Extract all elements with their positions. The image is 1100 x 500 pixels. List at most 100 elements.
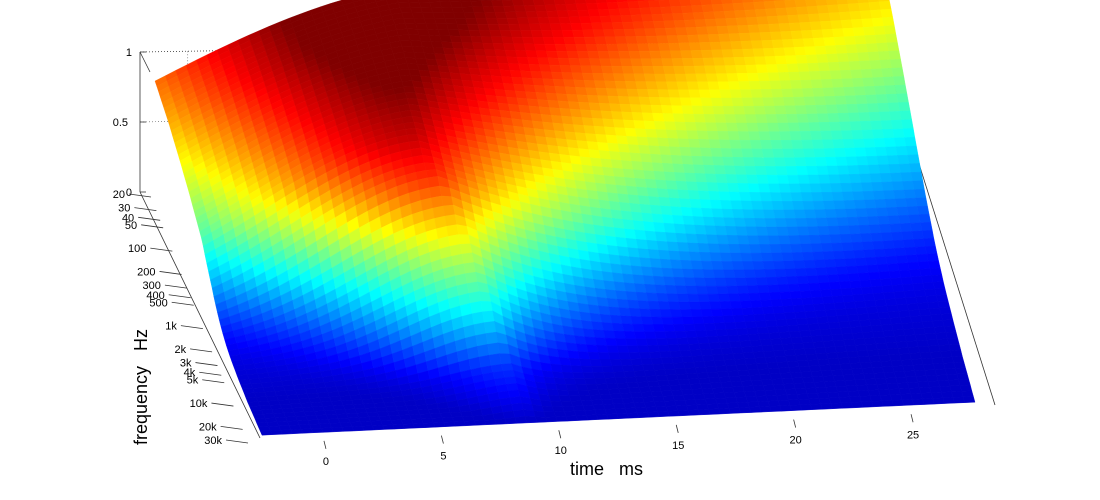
surface-patch — [636, 412, 650, 419]
surface-patch — [735, 17, 749, 26]
surface-patch — [741, 346, 754, 354]
surface-patch — [320, 401, 334, 407]
surface-patch — [740, 89, 753, 99]
surface-patch — [468, 29, 482, 37]
surface-patch — [851, 241, 864, 251]
surface-patch — [745, 277, 758, 286]
surface-patch — [869, 60, 882, 70]
surface-patch — [721, 208, 735, 219]
surface-patch — [820, 242, 834, 252]
surface-patch — [700, 49, 714, 59]
surface-patch — [866, 155, 879, 166]
y-tick-mark — [225, 439, 249, 444]
x-tick-label: 5 — [440, 451, 446, 463]
surface-patch — [650, 390, 664, 397]
surface-patch — [810, 130, 823, 141]
surface-patch — [848, 356, 861, 364]
surface-patch — [945, 331, 958, 339]
surface-patch — [718, 33, 731, 43]
surface-patch — [859, 10, 873, 20]
surface-patch — [603, 29, 616, 38]
surface-patch — [321, 427, 334, 433]
surface-patch — [892, 239, 905, 249]
surface-patch — [744, 114, 758, 124]
surface-patch — [642, 324, 655, 332]
surface-patch — [499, 353, 512, 365]
surface-patch — [689, 0, 702, 6]
surface-patch — [694, 398, 708, 405]
surface-patch — [592, 72, 605, 82]
surface-patch — [442, 47, 456, 55]
surface-patch — [895, 376, 908, 384]
x-tick-mark — [323, 440, 327, 449]
surface-patch — [847, 314, 860, 322]
surface-patch — [392, 423, 405, 430]
surface-patch — [787, 283, 801, 292]
surface-patch — [812, 87, 825, 98]
surface-patch — [475, 55, 489, 63]
surface-patch — [731, 261, 745, 270]
surface-patch — [821, 139, 835, 149]
surface-patch — [761, 148, 775, 158]
surface-patch — [865, 94, 878, 105]
surface-patch — [660, 154, 673, 164]
surface-patch — [737, 183, 750, 193]
surface-patch — [913, 327, 926, 336]
surface-patch — [727, 293, 741, 302]
surface-patch — [784, 0, 797, 9]
surface-patch — [417, 408, 431, 415]
surface-patch — [886, 42, 900, 52]
surface-patch — [763, 105, 777, 115]
surface-patch — [647, 345, 660, 353]
surface-patch — [603, 175, 617, 186]
surface-patch — [502, 369, 516, 378]
surface-patch — [864, 147, 878, 157]
surface-patch — [783, 349, 796, 357]
surface-patch — [744, 9, 757, 18]
surface-patch — [449, 1, 463, 8]
surface-patch — [926, 253, 939, 262]
surface-patch — [929, 267, 943, 276]
surface-patch — [796, 393, 810, 400]
surface-patch — [811, 139, 825, 149]
surface-patch — [819, 234, 832, 244]
surface-patch — [699, 42, 712, 51]
surface-patch — [565, 415, 579, 422]
surface-patch — [826, 165, 840, 176]
surface-patch — [536, 10, 549, 18]
surface-patch — [921, 275, 934, 284]
surface-patch — [734, 358, 747, 366]
surface-patch — [806, 5, 819, 15]
surface-patch — [857, 164, 871, 175]
surface-patch — [688, 138, 701, 149]
surface-patch — [586, 295, 599, 306]
surface-patch — [840, 130, 854, 140]
surface-patch — [924, 288, 937, 297]
surface-patch — [800, 371, 813, 378]
surface-patch — [753, 157, 766, 167]
surface-patch — [760, 299, 773, 308]
surface-patch — [676, 293, 690, 303]
surface-patch — [629, 7, 642, 16]
surface-patch — [609, 103, 622, 113]
surface-patch — [482, 6, 496, 13]
surface-patch — [679, 146, 692, 157]
surface-patch — [694, 224, 707, 235]
surface-patch — [792, 342, 805, 350]
surface-patch — [491, 0, 504, 7]
surface-patch — [613, 73, 626, 82]
surface-patch — [812, 37, 826, 47]
surface-patch — [555, 416, 568, 422]
surface-patch — [736, 122, 749, 132]
surface-patch — [644, 283, 657, 294]
surface-patch — [653, 222, 666, 233]
surface-patch — [580, 22, 594, 31]
surface-patch — [871, 366, 885, 374]
surface-patch — [662, 395, 675, 402]
surface-patch — [867, 51, 881, 62]
surface-patch — [621, 111, 634, 121]
surface-patch — [664, 331, 677, 339]
surface-patch — [864, 299, 877, 308]
surface-patch — [795, 388, 808, 395]
surface-patch — [349, 421, 363, 427]
